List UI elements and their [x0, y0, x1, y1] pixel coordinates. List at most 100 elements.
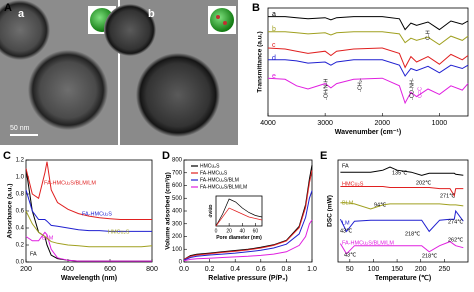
series-line	[25, 231, 152, 262]
y-tick-label: 0	[179, 260, 183, 266]
x-tick-label: 60	[253, 228, 259, 234]
annotation: 274℃	[448, 219, 464, 225]
y-axis-label: dV/dD	[208, 204, 213, 218]
x-axis-label: Relative pressure (P/P₀)	[208, 275, 287, 282]
x-tick-label: 1000	[432, 120, 448, 127]
x-tick-label: 0.2	[205, 266, 215, 273]
series-line	[25, 161, 152, 220]
series-label: e	[272, 73, 276, 80]
image-label: b	[148, 8, 155, 20]
x-tick-label: 40	[240, 228, 246, 234]
image-label: a	[18, 8, 25, 20]
x-tick-label: 200	[20, 266, 32, 273]
panel-label: B	[252, 2, 260, 14]
x-tick-label: 2000	[374, 120, 390, 127]
y-tick-label: 0.8	[16, 192, 25, 198]
panel-label: A	[4, 2, 12, 14]
y-tick-label: 500	[172, 196, 183, 202]
plot-frame	[215, 195, 263, 227]
y-tick-label: 200	[172, 234, 183, 240]
y-tick-label: 400	[172, 209, 183, 215]
x-tick-label: 250	[439, 266, 451, 273]
y-axis-label: Volume adsorbed (cm³/g)	[165, 172, 172, 250]
x-tick-label: 100	[368, 266, 380, 273]
x-tick-label: 200	[415, 266, 427, 273]
x-axis-label: Pore diameter (nm)	[216, 235, 262, 241]
series-line	[183, 190, 313, 261]
particle	[104, 4, 156, 56]
annotation: 43℃	[344, 252, 357, 258]
sphere-icon	[210, 8, 234, 32]
annotation: 94℃	[374, 202, 387, 208]
series-label: c	[272, 42, 276, 49]
particle	[28, 50, 108, 130]
y-tick-label: 1.0	[16, 175, 25, 181]
particle	[0, 0, 50, 60]
x-tick-label: 50	[346, 266, 354, 273]
series-label: FA-HMCu₂S	[82, 211, 112, 217]
y-tick-label: 100	[172, 247, 183, 253]
y-axis-label: Transmittance (a.u.)	[257, 31, 264, 92]
annotation: 218℃	[405, 231, 421, 237]
series-line	[340, 166, 464, 176]
series-label: HMCu₂S	[108, 229, 130, 235]
y-tick-label: 800	[172, 158, 183, 164]
annotation: 202℃	[416, 180, 432, 186]
legend-label: HMCu₂S	[200, 163, 220, 169]
series-line	[267, 77, 469, 105]
annotation: 262℃	[448, 237, 464, 243]
x-tick-label: 150	[391, 266, 403, 273]
dot	[216, 15, 220, 19]
series-line	[25, 189, 152, 232]
annotation: 135℃	[392, 170, 408, 176]
series-label: b	[272, 26, 276, 33]
series-line	[215, 207, 263, 227]
series-label: FA-HMCu₂S/BLM/LM	[44, 180, 96, 186]
series-label: d	[272, 55, 276, 62]
y-tick-label: 0.4	[16, 226, 25, 232]
x-tick-label: 0.8	[282, 266, 292, 273]
series-line	[339, 241, 464, 255]
x-axis-label: Temperature (℃)	[375, 274, 431, 282]
series-label: HMCu₂S	[342, 181, 364, 187]
x-axis-label: Wavenumber (cm⁻¹)	[335, 129, 401, 136]
series-label: LM	[342, 220, 350, 226]
y-tick-label: 700	[172, 170, 183, 176]
y-tick-label: 0.2	[16, 243, 25, 249]
y-tick-label: 0.6	[16, 209, 25, 215]
x-tick-label: 800	[146, 266, 158, 273]
x-tick-label: 20	[226, 228, 232, 234]
x-tick-label: 400	[62, 266, 74, 273]
scale-label: 50 nm	[10, 125, 30, 132]
x-tick-label: 3000	[317, 120, 333, 127]
x-axis-label: Wavelength (nm)	[61, 275, 117, 282]
series-line	[215, 198, 263, 227]
annotation: 218℃	[422, 253, 438, 259]
y-axis-label: DSC (mW)	[327, 195, 334, 227]
dot	[223, 21, 227, 25]
annotation: 271℃	[440, 193, 456, 199]
panel-label: C	[3, 150, 11, 162]
y-tick-label: 300	[172, 221, 183, 227]
x-tick-label: 0	[215, 228, 218, 234]
y-axis-label: Absorbance (a.u.)	[7, 184, 14, 239]
panel-label: E	[320, 150, 327, 162]
series-line	[340, 186, 464, 198]
series-line	[183, 170, 313, 260]
x-tick-label: 0.0	[179, 266, 189, 273]
series-label: FA	[342, 163, 349, 169]
y-tick-label: 600	[172, 183, 183, 189]
x-tick-label: 600	[104, 266, 116, 273]
series-line	[268, 31, 469, 46]
x-tick-label: 4000	[260, 120, 276, 127]
series-line	[339, 209, 464, 233]
annotation: -OH/N-H	[323, 79, 329, 100]
series-line	[267, 47, 469, 69]
tem-panel: 50 nm A a b	[0, 0, 238, 145]
series-label: FA-HMCu₂S/BLM/LM	[342, 240, 394, 246]
plot-frame	[25, 159, 153, 263]
series-label: FA	[30, 251, 37, 257]
legend-label: FA-HMCu₂S/BLM	[200, 177, 239, 183]
annotation: C-H	[425, 30, 431, 40]
